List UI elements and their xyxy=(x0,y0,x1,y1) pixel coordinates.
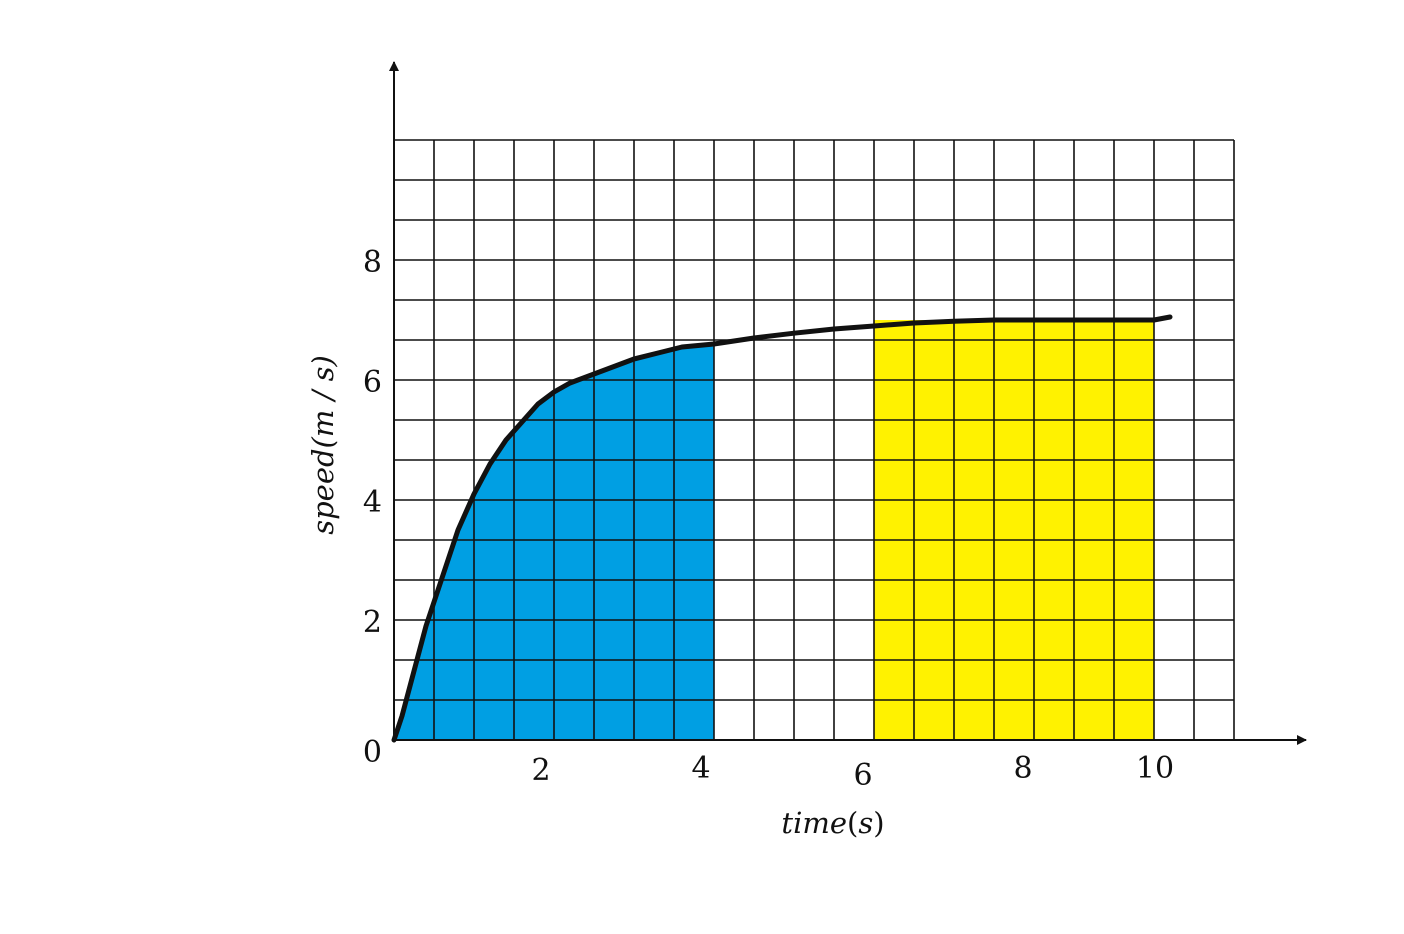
grid-lines xyxy=(393,139,1235,741)
y-tick-label: 2 xyxy=(363,605,382,640)
y-tick-label: 6 xyxy=(363,365,382,400)
x-tick-labels: 2 4 6 8 10 xyxy=(531,751,1174,793)
y-tick-label: 0 xyxy=(363,735,382,770)
x-tick-label: 2 xyxy=(531,753,550,788)
shaded-regions xyxy=(394,320,1154,740)
y-tick-labels: 0 2 4 6 8 xyxy=(363,245,382,770)
speed-curve xyxy=(391,314,1173,743)
y-axis-title: speed(m / s) xyxy=(306,355,340,535)
y-tick-label: 8 xyxy=(363,245,382,280)
x-axis-title: time(s) xyxy=(781,806,884,840)
x-tick-label: 4 xyxy=(691,751,710,786)
x-tick-label: 10 xyxy=(1136,751,1174,786)
shaded-region-2 xyxy=(874,320,1154,740)
axes xyxy=(389,61,1307,745)
x-tick-label: 8 xyxy=(1013,751,1032,786)
y-tick-label: 4 xyxy=(363,485,382,520)
x-tick-label: 6 xyxy=(853,758,872,793)
